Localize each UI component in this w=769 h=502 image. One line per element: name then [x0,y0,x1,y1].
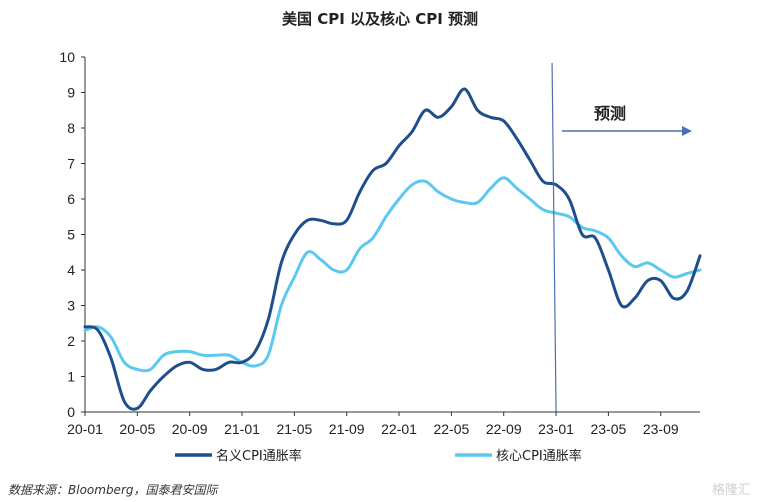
y-tick-label: 0 [67,404,75,420]
y-tick-label: 9 [67,85,75,101]
x-tick-label: 23-01 [538,421,574,437]
x-tick-label: 22-09 [486,421,522,437]
series-lines [83,87,702,411]
x-tick-label: 20-09 [172,421,208,437]
x-tick-label: 23-05 [590,421,626,437]
y-axis-ticks: 0 1 2 3 4 5 6 7 8 9 10 [59,49,85,420]
x-axis-ticks: 20-01 20-05 20-09 21-01 21-05 21-09 22-01 22-05… [67,412,679,437]
legend-label-core-cpi: 核心CPI通胀率 [496,448,582,464]
core-cpi-line [83,176,702,373]
y-tick-label: 2 [67,333,75,349]
forecast-arrow-head [682,126,692,136]
forecast-label: 预测 [594,104,626,123]
x-tick-label: 22-01 [381,421,417,437]
x-tick-label: 20-05 [119,421,155,437]
watermark: 格隆汇 [712,482,751,498]
nominal-cpi-line [83,87,702,411]
y-tick-label: 3 [67,298,75,314]
x-tick-label: 20-01 [67,421,103,437]
forecast-annotation: 预测 [562,104,692,136]
source-note: 数据来源：Bloomberg，国泰君安国际 [8,483,219,497]
x-tick-label: 23-09 [643,421,679,437]
forecast-divider-line [551,62,557,413]
x-tick-label: 21-05 [276,421,312,437]
y-tick-label: 1 [67,369,75,385]
legend-label-nominal-cpi: 名义CPI通胀率 [216,448,302,464]
y-tick-label: 5 [67,227,75,243]
x-tick-label: 21-09 [329,421,365,437]
y-tick-label: 6 [67,191,75,207]
y-tick-label: 8 [67,120,75,136]
x-tick-label: 22-05 [433,421,469,437]
chart-title: 美国 CPI 以及核心 CPI 预测 [282,10,478,28]
y-tick-label: 4 [67,262,75,278]
y-tick-label: 10 [59,49,75,65]
legend: 名义CPI通胀率 核心CPI通胀率 [175,448,582,464]
x-tick-label: 21-01 [224,421,260,437]
y-tick-label: 7 [67,156,75,172]
